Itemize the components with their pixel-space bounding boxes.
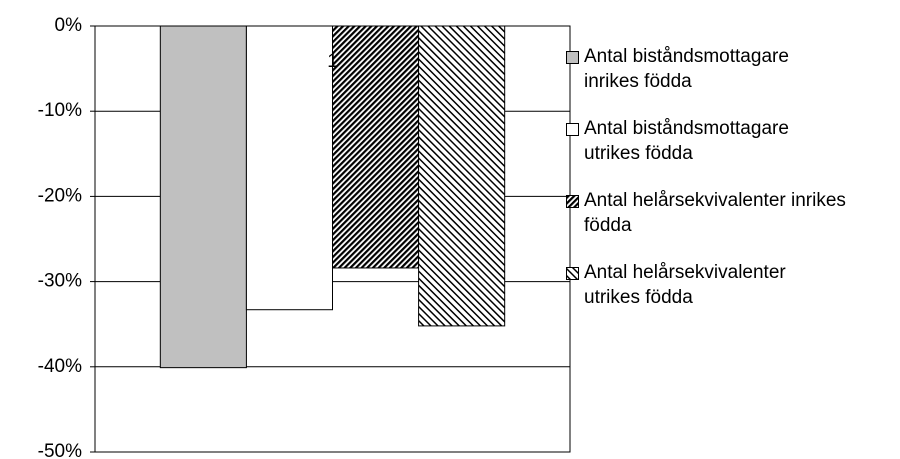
bar [418,25,506,327]
legend-swatch-fill [567,52,578,63]
legend: Antal biståndsmottagare inrikes födda Ant… [566,44,866,332]
legend-swatch [566,267,579,280]
y-tick-label: -50% [38,441,82,459]
legend-swatch-fill [567,196,578,207]
y-tick-label: -10% [38,100,82,121]
legend-label: Antal biståndsmottagare utrikes födda [584,118,789,164]
legend-swatch-fill [567,124,578,135]
legend-entry: Antal helårsekvivalenter inrikes födda [566,188,866,238]
y-tick-label: -20% [38,185,82,206]
plot-frame [94,25,571,453]
legend-entry: Antal biståndsmottagare inrikes födda [566,44,866,94]
y-tick-label: -40% [38,356,82,377]
y-tick-label: -30% [38,271,82,292]
x-tick-label: 1 [327,51,338,72]
legend-swatch [566,51,579,64]
legend-swatch-fill [567,268,578,279]
bar [159,25,247,369]
legend-swatch [566,123,579,136]
legend-entry: Antal helårsekvivalenter utrikes födda [566,260,866,310]
y-tick-label: 0% [55,15,83,36]
bar [245,25,333,311]
legend-label: Antal helårsekvivalenter inrikes födda [584,190,846,236]
legend-swatch [566,195,579,208]
legend-label: Antal helårsekvivalenter utrikes födda [584,262,786,308]
bar [332,25,420,269]
legend-entry: Antal biståndsmottagare utrikes födda [566,116,866,166]
legend-label: Antal biståndsmottagare inrikes födda [584,46,789,92]
